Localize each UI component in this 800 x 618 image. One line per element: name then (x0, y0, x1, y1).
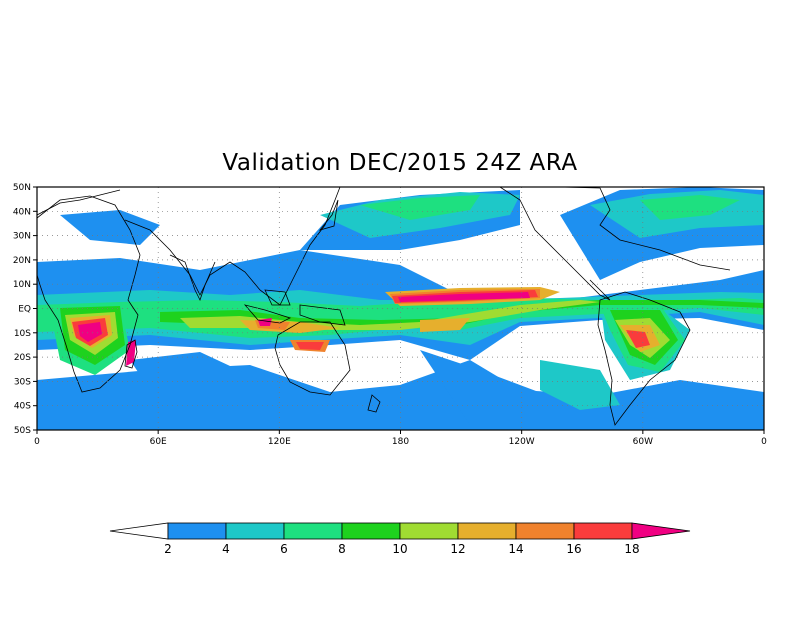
colorbar-label: 2 (164, 542, 172, 556)
map-title: Validation DEC/2015 24Z ARA (222, 150, 578, 176)
precipitation-field (37, 187, 764, 430)
colorbar-label: 18 (624, 542, 639, 556)
lat-tick-label: 50N (13, 183, 31, 193)
lon-tick-label: 0 (761, 437, 767, 447)
coastlines (37, 187, 731, 426)
colorbar-box (457, 522, 517, 540)
lat-tick-label: 40N (13, 207, 31, 217)
colorbar-box (399, 522, 459, 540)
lon-tick-label: 60E (150, 437, 167, 447)
colorbar-label: 12 (450, 542, 465, 556)
colorbar-label: 14 (508, 542, 523, 556)
lon-tick-label: 60W (633, 437, 653, 447)
lon-tick-label: 120W (509, 437, 535, 447)
colorbar-box (573, 522, 633, 540)
colorbar-label: 16 (566, 542, 581, 556)
colorbar-box (515, 522, 575, 540)
latitude-axis: 50N 40N 30N 20N 10N EQ 10S 20S 30S 40S 50S (13, 183, 37, 436)
colorbar-box (167, 522, 227, 540)
lon-tick-label: 0 (34, 437, 40, 447)
longitude-axis: 0 60E 120E 180 120W 60W 0 (34, 430, 767, 447)
lat-tick-label: EQ (18, 305, 31, 315)
colorbar-box (341, 522, 401, 540)
colorbar-label: 4 (222, 542, 230, 556)
lat-tick-label: 20S (14, 353, 31, 363)
lat-tick-label: 30N (13, 232, 31, 242)
lat-tick-label: 30S (14, 377, 31, 387)
colorbar-label: 10 (392, 542, 407, 556)
colorbar: 2 4 6 8 10 12 14 16 18 (109, 522, 691, 556)
colorbar-under-triangle (109, 522, 169, 540)
map-grid (37, 187, 764, 430)
lon-tick-label: 120E (268, 437, 291, 447)
colorbar-over-triangle (631, 522, 691, 540)
lat-tick-label: 10S (14, 329, 31, 339)
colorbar-box (283, 522, 343, 540)
colorbar-label: 8 (338, 542, 346, 556)
colorbar-label: 6 (280, 542, 288, 556)
lat-tick-label: 20N (13, 256, 31, 266)
lon-tick-label: 180 (392, 437, 409, 447)
colorbar-box (225, 522, 285, 540)
lat-tick-label: 10N (13, 280, 31, 290)
lat-tick-label: 50S (14, 426, 31, 436)
lat-tick-label: 40S (14, 402, 31, 412)
